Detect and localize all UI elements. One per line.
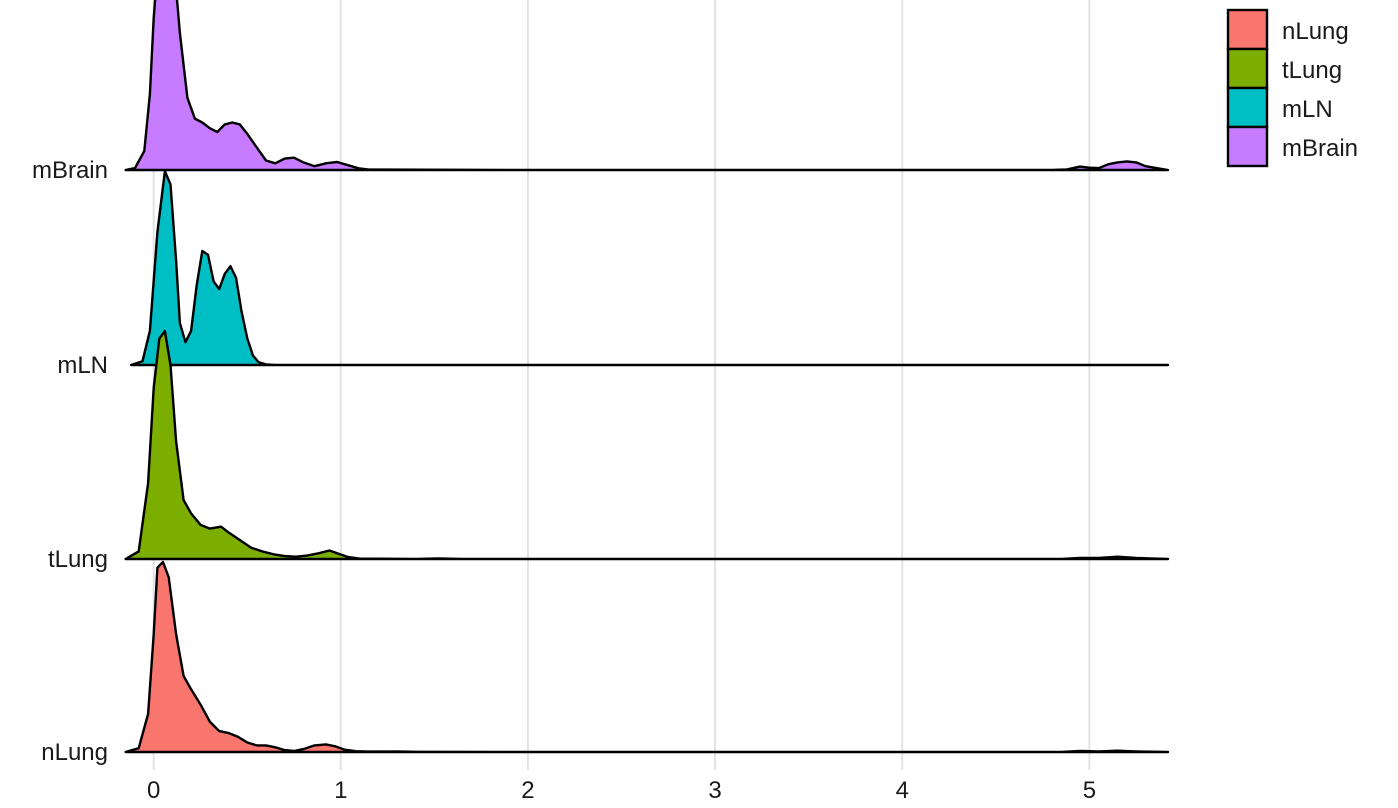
x-tick-label-0: 0 <box>147 777 160 804</box>
legend-item-mBrain: mBrain <box>1226 125 1358 168</box>
ridge-tLung <box>124 329 1170 561</box>
x-tick-label-2: 2 <box>521 777 534 804</box>
y-tick-label-mLN: mLN <box>57 352 108 379</box>
ridge-nLung <box>124 560 1170 754</box>
legend-swatch-nLung <box>1226 8 1269 51</box>
ridge-mBrain <box>124 0 1170 172</box>
y-tick-label-nLung: nLung <box>41 739 108 766</box>
legend-label-mLN: mLN <box>1282 96 1333 123</box>
legend-item-tLung: tLung <box>1226 47 1342 90</box>
x-tick-label-4: 4 <box>896 777 909 804</box>
density-area-tLung <box>124 329 1170 561</box>
legend-item-mLN: mLN <box>1226 86 1333 129</box>
density-area-mBrain <box>124 0 1170 172</box>
ridge-mLN <box>130 170 1170 367</box>
legend-label-nLung: nLung <box>1282 18 1349 45</box>
legend-label-tLung: tLung <box>1282 57 1342 84</box>
legend-swatch-mLN <box>1226 86 1269 129</box>
x-axis-labels: 0 1 2 3 4 5 <box>147 777 1096 804</box>
y-tick-label-mBrain: mBrain <box>32 157 108 184</box>
x-tick-label-5: 5 <box>1083 777 1096 804</box>
y-axis-labels: nLung tLung mLN mBrain <box>32 157 108 766</box>
gridlines <box>152 0 1091 770</box>
legend-swatch-mBrain <box>1226 125 1269 168</box>
density-area-nLung <box>124 560 1170 754</box>
legend-swatch-tLung <box>1226 47 1269 90</box>
density-area-mLN <box>130 170 1170 367</box>
x-tick-label-3: 3 <box>708 777 721 804</box>
legend: nLung tLung mLN mBrain <box>1226 8 1358 168</box>
y-tick-label-tLung: tLung <box>48 546 108 573</box>
legend-label-mBrain: mBrain <box>1282 135 1358 162</box>
x-tick-label-1: 1 <box>334 777 347 804</box>
legend-item-nLung: nLung <box>1226 8 1349 51</box>
ridges <box>124 0 1170 754</box>
